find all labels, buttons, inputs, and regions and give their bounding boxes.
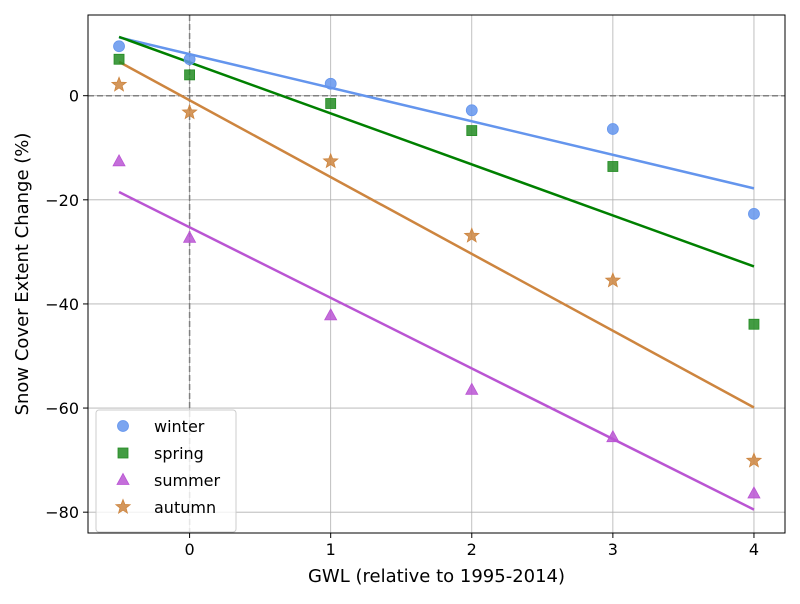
y-tick-label: −60	[45, 399, 79, 418]
spring-point	[748, 318, 760, 330]
y-tick-label: −20	[45, 191, 79, 210]
data-points	[110, 40, 763, 499]
autumn-point	[604, 271, 622, 288]
spring-point	[184, 69, 195, 81]
legend-spring-label: spring	[154, 444, 204, 463]
winter-point	[183, 53, 196, 66]
x-tick-label: 4	[749, 540, 759, 559]
summer-point	[324, 308, 338, 321]
legend-summer-label: summer	[154, 471, 220, 490]
spring-point	[466, 125, 478, 136]
summer-point	[182, 230, 197, 243]
autumn-point	[110, 76, 128, 92]
summer-point	[747, 486, 761, 499]
summer-point	[606, 429, 620, 443]
legend: winter spring summer autumn	[95, 409, 237, 533]
fit-lines	[118, 35, 755, 511]
x-axis-label: GWL (relative to 1995-2014)	[308, 566, 565, 587]
summer-point	[465, 382, 479, 395]
winter-point	[465, 104, 478, 117]
axis-ticks: 0 1 2 3 4 −80 −60 −40 −20 0	[45, 87, 759, 559]
autumn-fit-line	[118, 60, 755, 409]
x-tick-label: 1	[326, 540, 336, 559]
autumn-point	[322, 152, 339, 169]
y-tick-label: 0	[69, 87, 79, 106]
spring-point	[113, 53, 125, 65]
x-tick-label: 0	[184, 540, 194, 559]
legend-winter-label: winter	[154, 417, 205, 436]
y-tick-label: −40	[45, 295, 79, 314]
spring-point	[607, 161, 619, 172]
legend-autumn-label: autumn	[154, 498, 216, 517]
legend-winter-marker	[117, 420, 129, 432]
spring-fit-line	[118, 35, 755, 268]
winter-point	[113, 40, 125, 53]
legend-summer-marker	[116, 472, 130, 485]
winter-point	[606, 123, 619, 135]
summer-fit-line	[118, 190, 755, 511]
winter-fit-line	[118, 36, 755, 190]
legend-autumn-marker	[114, 498, 132, 514]
legend-spring-marker	[117, 447, 129, 459]
y-tick-label: −80	[45, 503, 79, 522]
spring-point	[325, 98, 337, 109]
x-tick-label: 2	[467, 540, 477, 559]
winter-point	[324, 77, 337, 90]
legend-box	[95, 409, 237, 533]
winter-point	[748, 207, 760, 220]
autumn-point	[745, 452, 763, 468]
autumn-point	[181, 103, 198, 120]
plot-frame	[87, 14, 786, 534]
autumn-point	[463, 227, 480, 243]
y-axis-label: Snow Cover Extent Change (%)	[12, 133, 33, 416]
x-tick-label: 3	[608, 540, 618, 559]
summer-point	[112, 153, 126, 167]
